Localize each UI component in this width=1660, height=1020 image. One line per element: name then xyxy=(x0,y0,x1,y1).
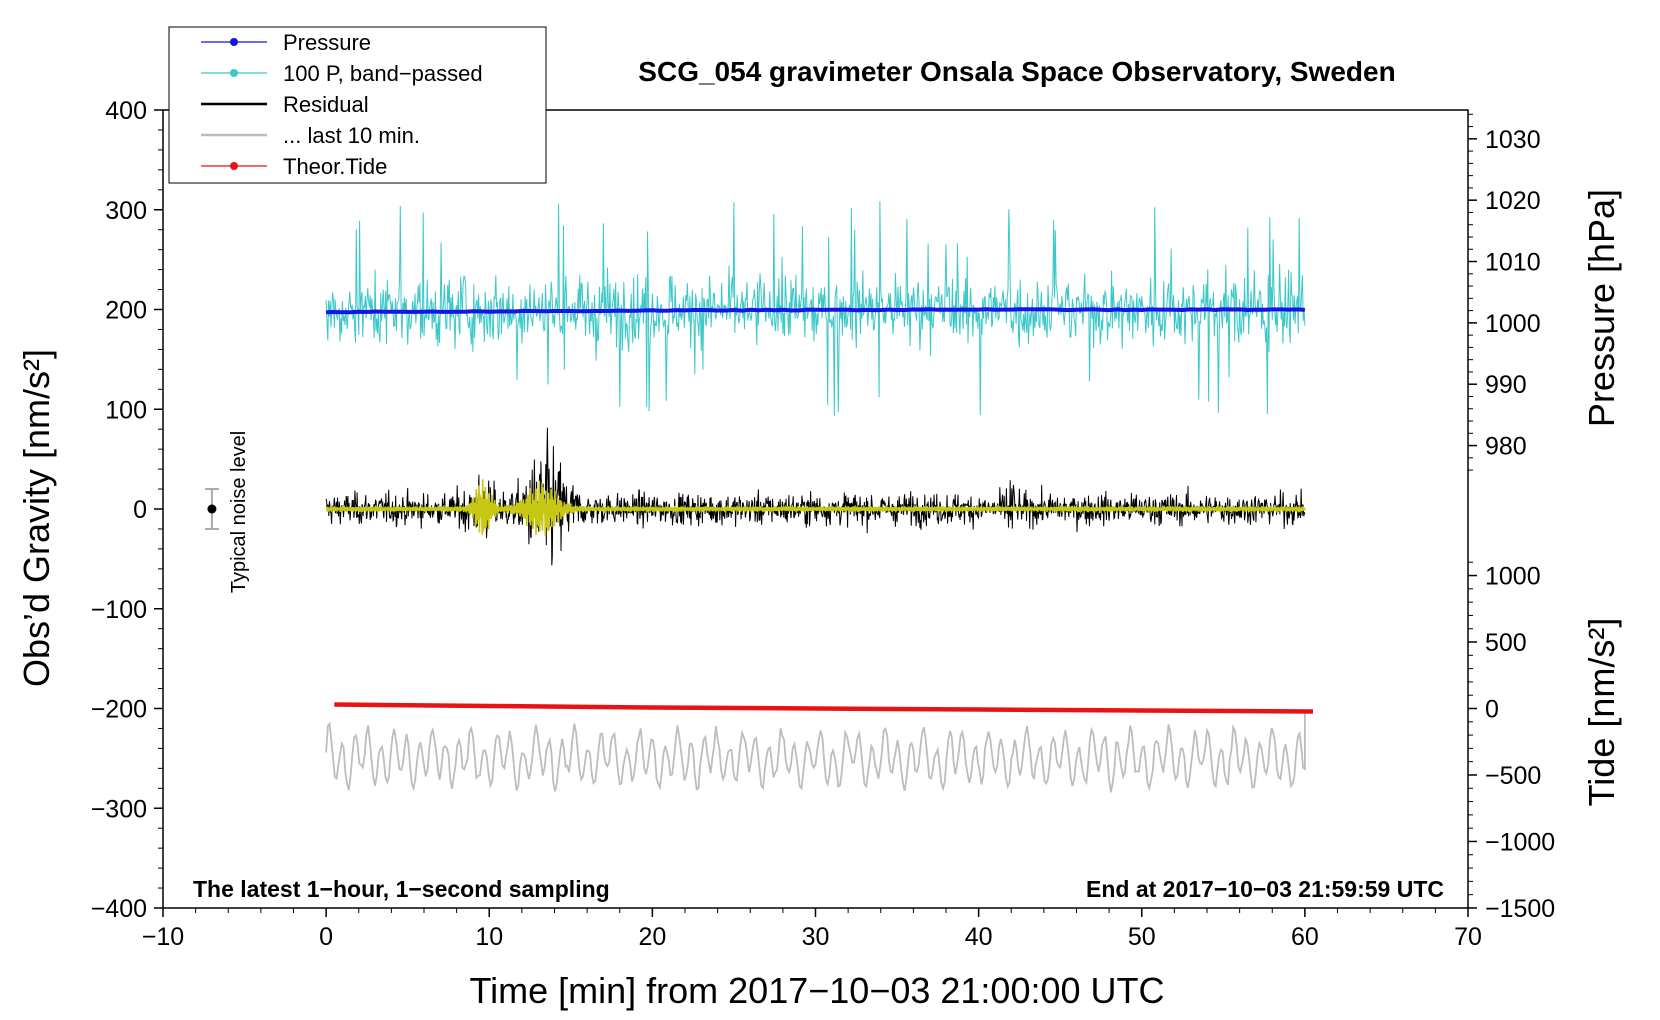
series-layer xyxy=(325,201,1314,793)
y-axis-title-tide: Tide [nm/s²] xyxy=(1581,618,1622,807)
legend-marker xyxy=(230,162,238,170)
theoretical-tide-series xyxy=(334,702,1314,714)
x-axis-title: Time [min] from 2017−10−03 21:00:00 UTC xyxy=(469,970,1164,1011)
axes-layer: −10 0 10 20 30 40 50 60 704003002001000−100−200−… xyxy=(91,97,1556,951)
y-tick-label-left: −100 xyxy=(91,596,147,624)
tide-tick-label: −1000 xyxy=(1485,828,1555,856)
pressure-tick-label: 1000 xyxy=(1485,310,1541,338)
y-tick-label-left: 0 xyxy=(133,496,147,524)
end-time-note: End at 2017−10−03 21:59:59 UTC xyxy=(1086,876,1444,902)
y-tick-label-left: −400 xyxy=(91,895,147,923)
tide-tick-label: −1500 xyxy=(1485,895,1555,923)
x-tick-label: −10 xyxy=(142,923,184,951)
pressure-tick-label: 980 xyxy=(1485,433,1527,461)
legend-marker xyxy=(230,38,238,46)
tide-tick-label: 500 xyxy=(1485,629,1527,657)
y-tick-label-left: 400 xyxy=(105,97,147,125)
pressure-series xyxy=(326,307,1306,315)
noise-bar-dot xyxy=(207,504,217,514)
x-tick-label: 50 xyxy=(1128,923,1156,951)
legend-label: ... last 10 min. xyxy=(283,123,420,148)
x-tick-label: 0 xyxy=(319,923,333,951)
legend-item: Theor.Tide xyxy=(201,154,387,179)
legend-label: Theor.Tide xyxy=(283,154,387,179)
noise-level-label: Typical noise level xyxy=(228,431,250,593)
x-tick-label: 10 xyxy=(475,923,503,951)
last-10-min-series xyxy=(325,710,1306,793)
y-tick-label-left: 100 xyxy=(105,396,147,424)
x-tick-label: 40 xyxy=(965,923,993,951)
chart-title: SCG_054 gravimeter Onsala Space Observat… xyxy=(638,56,1395,87)
y-tick-label-left: −300 xyxy=(91,795,147,823)
tide-tick-label: 1000 xyxy=(1485,563,1541,591)
legend-marker xyxy=(230,69,238,77)
x-tick-label: 70 xyxy=(1454,923,1482,951)
legend-item: 100 P, band−passed xyxy=(201,61,483,86)
x-tick-label: 20 xyxy=(638,923,666,951)
y-axis-title-left: Obs’d Gravity [nm/s²] xyxy=(16,349,57,687)
residual-lowpass-series xyxy=(325,479,1306,536)
sampling-note: The latest 1−hour, 1−second sampling xyxy=(193,876,610,902)
pressure-tick-label: 1030 xyxy=(1485,126,1541,154)
x-tick-label: 30 xyxy=(802,923,830,951)
legend-label: 100 P, band−passed xyxy=(283,61,483,86)
y-tick-label-left: 300 xyxy=(105,197,147,225)
legend-item: Pressure xyxy=(201,30,371,55)
y-axis-title-pressure: Pressure [hPa] xyxy=(1581,189,1622,427)
y-tick-label-left: 200 xyxy=(105,297,147,325)
pressure-tick-label: 1020 xyxy=(1485,187,1541,215)
legend: Pressure 100 P, band−passed Residual ... la… xyxy=(168,26,547,184)
pressure-tick-label: 990 xyxy=(1485,371,1527,399)
legend-label: Pressure xyxy=(283,30,371,55)
residual-series xyxy=(325,427,1306,566)
legend-item: ... last 10 min. xyxy=(201,123,420,148)
legend-item: Residual xyxy=(201,92,369,117)
legend-label: Residual xyxy=(283,92,369,117)
tide-tick-label: −500 xyxy=(1485,762,1541,790)
y-tick-label-left: −200 xyxy=(91,696,147,724)
x-tick-label: 60 xyxy=(1291,923,1319,951)
noise-level-bar xyxy=(204,488,219,530)
pressure-tick-label: 1010 xyxy=(1485,249,1541,277)
tide-tick-label: 0 xyxy=(1485,696,1499,724)
